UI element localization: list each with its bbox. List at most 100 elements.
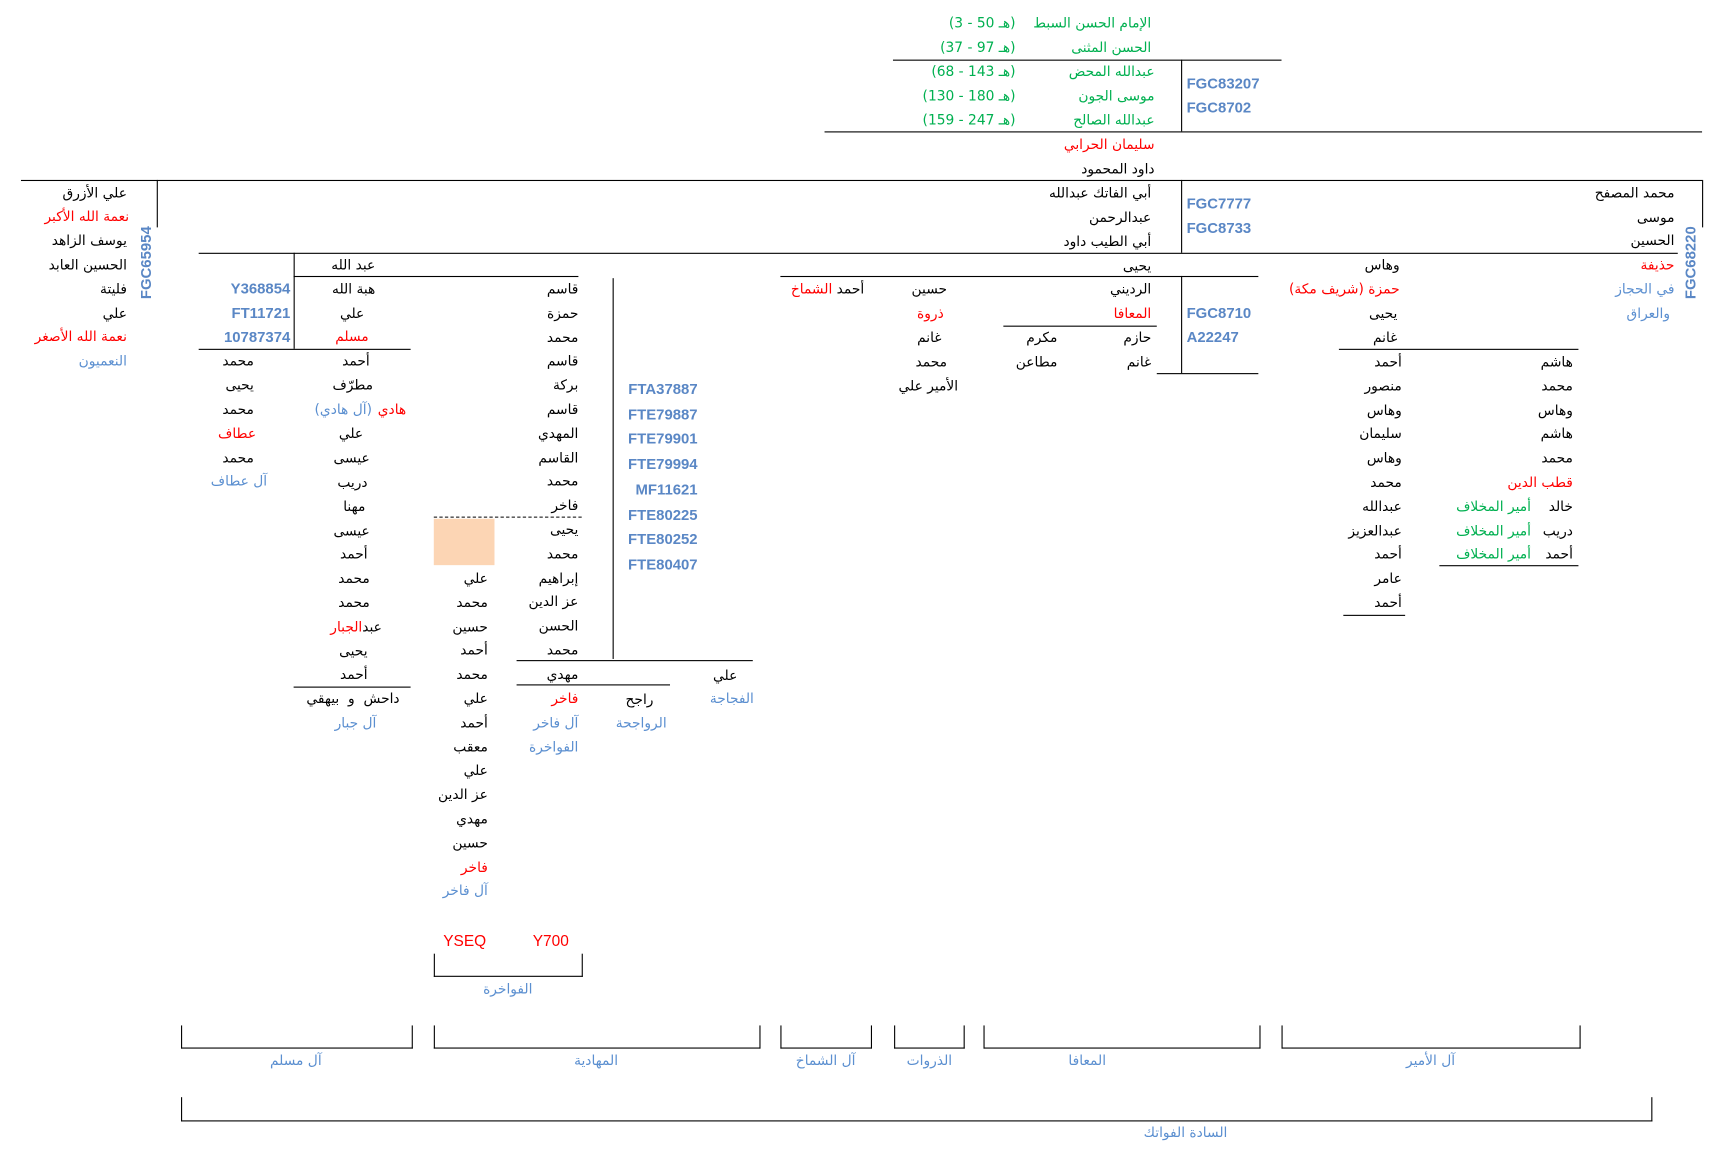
person-name: محمد (338, 569, 370, 587)
person-name: يوسف الزاهد (51, 231, 127, 249)
person-name: غانم (1126, 353, 1152, 370)
person-name: موسى (1636, 208, 1675, 226)
person-name: فاخر (551, 496, 579, 514)
person-name: يحيى (225, 376, 254, 393)
person-name: محمد (546, 641, 579, 658)
person-name: مكرم (1026, 328, 1058, 346)
person-name: مطاعن (1015, 353, 1058, 370)
person-name: محمد (222, 352, 254, 369)
haplogroup-code: FGC7777 (1186, 195, 1252, 212)
person-name: محمد (456, 593, 488, 611)
person-name: وهاس (1366, 401, 1402, 418)
divider (293, 686, 411, 688)
branch-title: عبد الله (331, 256, 376, 273)
ancestor-name: موسى الجون (1078, 87, 1155, 104)
dotted-divider (433, 516, 582, 518)
haplogroup-code: FTE80225 (628, 506, 698, 523)
person-name: محمد (1370, 473, 1402, 491)
test-code: YSEQ (443, 931, 487, 950)
group-label: المعافا (1068, 1051, 1107, 1069)
ancestor-dates: (هـ 143 - 68) (931, 62, 1016, 80)
person-name: غانم (917, 328, 942, 346)
person-name: فاخر (551, 689, 579, 707)
name-part: أحمد (836, 280, 865, 297)
group-label: آل مسلم (269, 1051, 322, 1069)
person-name: عز الدين (438, 786, 488, 803)
divider (1343, 614, 1406, 616)
person-name: عز الدين (528, 593, 579, 610)
divider (824, 131, 1703, 133)
person-name: محمد (222, 449, 254, 466)
person-name: ذروة (917, 304, 944, 322)
person-name: مطرّف (332, 376, 374, 393)
ancestor-dates: (هـ 97 - 37) (940, 38, 1016, 56)
haplogroup-code: FTA37887 (628, 380, 698, 398)
divider (20, 179, 1703, 182)
haplogroup-code: FTE79994 (628, 455, 698, 473)
person-name: معقب (453, 737, 488, 755)
haplogroup-code: FGC8702 (1186, 99, 1252, 116)
person-name: محمد (1541, 377, 1573, 394)
group-label: آل الأمير (1405, 1051, 1456, 1069)
person-name: يحيى (1368, 304, 1398, 322)
divider (516, 660, 753, 662)
haplogroup-code: FTE80407 (628, 556, 698, 573)
person-name: داحش و بيهقي (306, 689, 400, 707)
name-part: الشماخ (790, 280, 833, 297)
ancestor-name: الإمام الحسن السبط (1033, 14, 1152, 31)
haplogroup-code: FGC8710 (1186, 304, 1252, 322)
ancestor-name: عبدالله الصالح (1073, 111, 1155, 129)
person-name: محمد (546, 328, 579, 346)
person-name: المعافا (1113, 304, 1152, 322)
person-name: المهدي (537, 424, 579, 442)
person-name: عيسى (333, 522, 370, 539)
person-name: أحمد (1545, 545, 1573, 563)
person-name: علي (338, 424, 364, 442)
family-label: آل فاخر (533, 714, 579, 731)
region-label: والعراق (1626, 304, 1671, 322)
divider (198, 348, 411, 350)
ancestor-name: أبي الطيب داود (1063, 232, 1152, 250)
bracket (894, 1025, 965, 1049)
family-label: الفواخرة (529, 738, 579, 755)
person-name: نعمة الله الأكبر (44, 207, 130, 225)
person-name: علي الأزرق (62, 184, 127, 201)
haplogroup-code: FGC8733 (1186, 219, 1252, 237)
family-label: آل فاخر (442, 882, 488, 899)
person-name: حازم (1123, 328, 1152, 346)
person-name: محمد (222, 400, 254, 418)
divider (1702, 179, 1704, 228)
divider (516, 684, 671, 686)
person-name: راجح (625, 690, 654, 708)
person-name: محمد المصفح (1594, 184, 1675, 201)
divider (1181, 275, 1183, 374)
family-label: النعميون (78, 352, 127, 369)
haplogroup-code: A22247 (1186, 328, 1239, 346)
ancestor-name: سليمان الحرابي (1063, 135, 1155, 153)
divider (780, 275, 1259, 278)
person-name: حسين (452, 617, 488, 635)
person-name: هاشم (1540, 353, 1573, 370)
person-name: محمد (456, 665, 488, 683)
person-name: بركة (552, 376, 579, 394)
haplogroup-code: FT11721 (231, 304, 291, 322)
person-name: عامر (1374, 569, 1402, 587)
ancestor-name: أبي الفاتك عبدالله (1048, 184, 1152, 201)
person-name: علي (102, 304, 127, 322)
person-name: دريب (1542, 521, 1573, 539)
person-name: قطب الدين (1507, 473, 1573, 491)
name-part: الجبار (330, 618, 363, 635)
ancestor-name: عبدالرحمن (1088, 208, 1152, 226)
person-name: وهاس (1366, 449, 1402, 467)
person-name: منصور (1364, 377, 1402, 394)
region-label: في الحجاز (1615, 280, 1675, 297)
person-name: علي (463, 569, 488, 587)
person-name: حذيفة (1640, 256, 1675, 273)
person-name: مهنا (343, 497, 366, 515)
title-label: أمير المخلاف (1456, 497, 1531, 515)
person-name: هاشم (1540, 425, 1573, 442)
group-label: آل الشماخ (795, 1051, 856, 1069)
person-name: علي (713, 666, 738, 684)
person-name: عبدالعزيز (1348, 521, 1402, 539)
haplogroup-code: FTE80252 (628, 531, 698, 548)
